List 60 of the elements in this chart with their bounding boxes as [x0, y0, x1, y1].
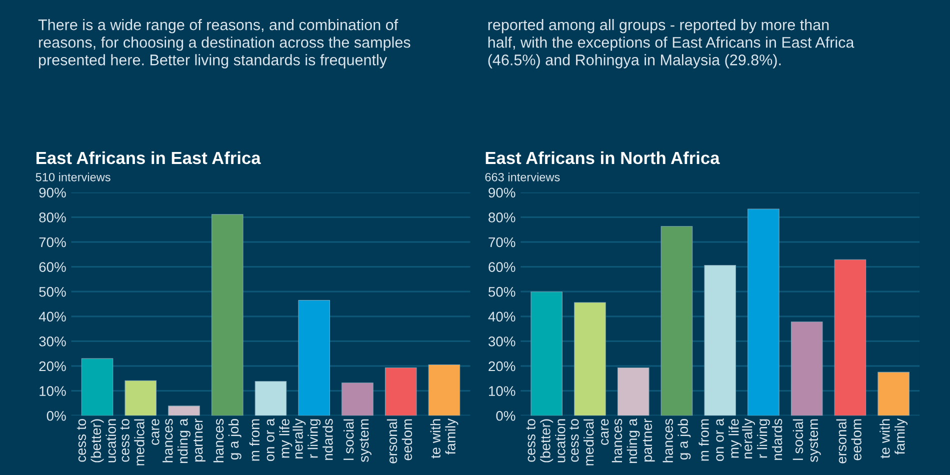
- chart-title: East Africans in East Africa: [36, 151, 261, 164]
- bar: [81, 358, 114, 416]
- bar: [384, 367, 417, 416]
- y-tick-label: 10%: [489, 386, 516, 396]
- bar: [211, 214, 244, 416]
- bar: [168, 406, 200, 416]
- y-tick-label: 10%: [40, 386, 66, 396]
- y-tick-label: 20%: [39, 361, 66, 372]
- y-tick-label: 70%: [488, 237, 516, 248]
- bar: [660, 226, 693, 416]
- y-tick-label: 30%: [488, 336, 516, 346]
- x-tick-label: cess to medical care: [570, 418, 609, 466]
- bar: [617, 367, 650, 416]
- x-tick-label: l social system: [344, 419, 372, 462]
- y-tick-label: 20%: [488, 361, 516, 372]
- y-tick-label: 80%: [488, 212, 516, 222]
- bar: [298, 300, 330, 416]
- chart-subtitle: 510 interviews: [36, 172, 110, 182]
- text: There is a wide range of reasons, and combination of reasons, for choosing a destination across the samples presented here. Better living standards is frequently: [38, 19, 410, 68]
- bar: [342, 382, 374, 416]
- x-tick-label: m from on or a my life: [249, 418, 292, 462]
- chart-title: East Africans in North Africa: [486, 151, 720, 164]
- y-tick-label: 30%: [39, 336, 66, 346]
- y-tick-label: 50%: [39, 286, 66, 297]
- x-tick-label: cess to (better) ucation: [76, 418, 116, 462]
- x-tick-label: ersonal eedom: [386, 419, 412, 464]
- y-tick-label: 90%: [39, 188, 66, 198]
- chart-subtitle: 663 interviews: [485, 172, 560, 182]
- text: reported among all groups - reported by more than half, with the exceptions of East Africans in East Africa (46.5%) and Rohingya in Malaysia (29.8%).: [488, 19, 854, 68]
- y-tick-label: 90%: [488, 188, 516, 198]
- y-tick-label: 50%: [488, 286, 516, 297]
- x-tick-label: nerally r living ndards: [292, 418, 333, 460]
- y-tick-label: 80%: [39, 212, 66, 222]
- bar: [834, 259, 866, 416]
- x-tick-label: hances g a job: [662, 418, 691, 462]
- x-tick-label: te with family: [880, 418, 908, 458]
- x-tick-label: m from on or a my life: [698, 418, 742, 462]
- x-tick-label: te with family: [430, 418, 458, 458]
- x-tick-label: hances g a job: [213, 418, 242, 462]
- y-tick-label: 60%: [39, 262, 66, 272]
- y-tick-label: 40%: [488, 312, 516, 322]
- x-tick-label: ersonal eedom: [836, 419, 862, 464]
- bar: [748, 208, 780, 416]
- bar: [878, 372, 910, 416]
- x-tick-label: cess to (better) ucation: [526, 418, 566, 462]
- y-tick-label: 0%: [496, 410, 516, 421]
- y-tick-label: 0%: [46, 410, 66, 421]
- bar: [704, 265, 736, 416]
- bar: [530, 292, 563, 416]
- x-tick-label: nerally r living ndards: [742, 418, 782, 460]
- bar: [428, 364, 460, 416]
- y-tick-label: 60%: [488, 262, 516, 272]
- bar: [124, 380, 157, 416]
- bar: [790, 322, 823, 416]
- y-tick-label: 70%: [39, 237, 66, 248]
- x-tick-label: cess to medical care: [120, 418, 160, 466]
- y-tick-label: 40%: [38, 312, 66, 322]
- x-tick-label: l social system: [792, 419, 821, 462]
- bar: [254, 381, 287, 416]
- bar: [574, 302, 606, 416]
